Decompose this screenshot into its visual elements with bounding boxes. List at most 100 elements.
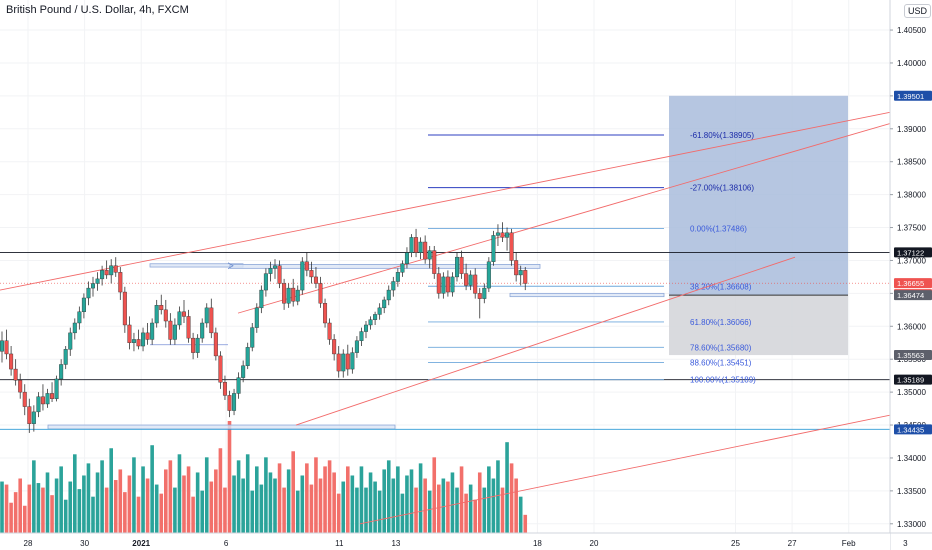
bear-candle xyxy=(464,273,469,286)
volume-bar xyxy=(359,466,364,533)
time-tick-label: 28 xyxy=(24,539,33,548)
bear-candle xyxy=(323,303,328,324)
volume-bar xyxy=(59,466,63,533)
bull-candle xyxy=(354,340,359,353)
price-scale-label: 1.39501 xyxy=(897,92,924,101)
fib-level-label: 0.00%(1.37486) xyxy=(690,224,747,233)
volume-bar xyxy=(277,463,282,533)
time-tick-label: 20 xyxy=(590,539,599,548)
price-axis[interactable]: 1.405001.400001.395001.390001.385001.380… xyxy=(889,0,932,550)
price-scale-label-bg xyxy=(894,350,932,361)
bull-candle xyxy=(254,307,259,328)
volume-bar xyxy=(382,469,386,533)
volume-bar xyxy=(95,472,100,533)
bull-candle xyxy=(68,332,73,350)
volume-bar xyxy=(45,472,50,533)
bear-candle xyxy=(186,316,191,339)
bear-candle xyxy=(459,256,464,274)
bull-candle xyxy=(404,252,409,264)
position-boxes[interactable] xyxy=(669,95,848,356)
bull-candle xyxy=(263,273,268,291)
volume-bar xyxy=(309,484,314,533)
fibonacci-retracement[interactable]: -61.80%(1.38905) -27.00%(1.38106) 0.00%(1.… xyxy=(428,131,756,385)
bull-candle xyxy=(131,339,136,343)
bear-candle xyxy=(313,276,318,284)
bear-candle xyxy=(209,307,214,334)
bull-candle xyxy=(86,287,91,299)
bear-candle xyxy=(514,260,519,276)
trend-lines[interactable] xyxy=(0,111,891,525)
bear-candle xyxy=(436,273,441,294)
volume-bar xyxy=(218,448,223,533)
bull-candle xyxy=(245,347,250,366)
volume-bar xyxy=(223,487,227,533)
bear-candle xyxy=(159,305,164,311)
volume-bar xyxy=(487,466,491,533)
bear-candle xyxy=(27,406,32,424)
bull-candle xyxy=(204,307,209,324)
bear-candle xyxy=(332,339,337,355)
channel-inner-line xyxy=(237,123,891,314)
bull-candle xyxy=(273,265,278,269)
time-tick-label: Feb xyxy=(842,539,856,548)
volume-bar xyxy=(514,478,518,533)
bear-candle xyxy=(218,355,223,383)
bear-candle xyxy=(227,395,232,411)
volume-bar xyxy=(491,478,496,533)
price-tick-label: 1.33000 xyxy=(897,520,926,529)
volume-bar xyxy=(336,493,341,533)
time-tick-label: 2021 xyxy=(132,539,150,548)
volume-bar xyxy=(141,466,145,533)
volume-bar xyxy=(255,466,259,533)
volume-bar xyxy=(418,463,423,533)
price-scale-label-bg xyxy=(894,90,932,101)
volume-bar xyxy=(123,492,127,533)
volume-bar xyxy=(427,490,432,533)
price-tick-label: 1.39000 xyxy=(897,125,926,134)
fib-level-label: 88.60%(1.35451) xyxy=(690,358,752,367)
volume-bar xyxy=(455,487,459,533)
bear-candle xyxy=(523,270,528,284)
bull-candle xyxy=(450,276,455,293)
bear-candle xyxy=(304,261,309,271)
price-scale-label-bg xyxy=(894,374,932,385)
volume-bar xyxy=(450,472,455,533)
bull-candle xyxy=(0,340,4,352)
bull-candle xyxy=(77,311,82,324)
volume-bar xyxy=(18,478,22,533)
volume-bar xyxy=(364,487,368,533)
resistance-zone xyxy=(229,264,541,269)
bull-candle xyxy=(368,319,373,326)
bull-candle xyxy=(300,261,305,291)
price-axis-bg xyxy=(890,0,932,550)
price-scale-label: 1.36655 xyxy=(897,279,924,288)
volume-bar xyxy=(286,469,291,533)
volume-bar xyxy=(191,496,195,533)
volume-bar xyxy=(409,469,414,533)
bull-candle xyxy=(177,311,182,326)
volume-bar xyxy=(323,466,327,533)
fib-level-label: 78.60%(1.35680) xyxy=(690,343,752,352)
volume-bar xyxy=(77,489,82,533)
volume-bar xyxy=(273,478,277,533)
arrow-icon xyxy=(227,262,234,270)
price-scale-label-bg xyxy=(894,424,932,435)
volume-bar xyxy=(36,483,41,533)
volume-bar xyxy=(82,475,86,533)
bull-candle xyxy=(100,270,105,280)
time-axis[interactable]: 283020216111318202527Feb38 xyxy=(0,532,932,550)
bear-candle xyxy=(18,380,23,393)
price-tick-label: 1.33500 xyxy=(897,487,926,496)
channel-lower-line xyxy=(295,256,796,426)
volume-bar xyxy=(118,469,123,533)
volume-bar xyxy=(509,463,514,533)
price-tick-label: 1.40000 xyxy=(897,59,926,68)
bull-candle xyxy=(141,332,146,347)
bull-candle xyxy=(200,322,205,339)
currency-button[interactable]: USD xyxy=(904,4,932,18)
volume-bar xyxy=(318,478,323,533)
bull-candle xyxy=(495,232,500,236)
volume-bar xyxy=(200,490,204,533)
